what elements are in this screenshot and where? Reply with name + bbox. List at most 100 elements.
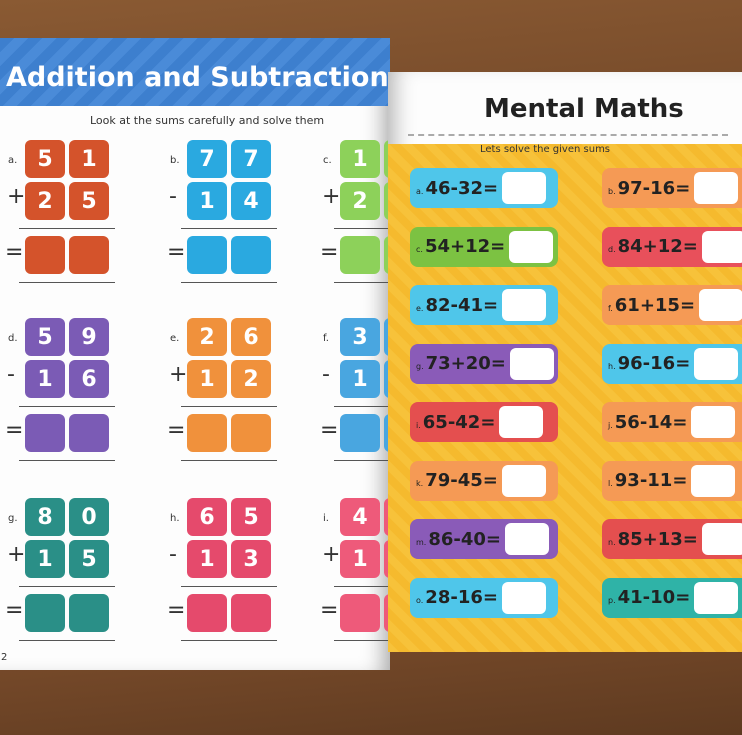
operator: +: [7, 184, 26, 209]
answer-box: [340, 414, 380, 452]
answer-box: [502, 289, 547, 321]
sum-line: [19, 228, 115, 229]
answer-box: [69, 414, 109, 452]
title: Addition and Subtraction Fu: [6, 62, 390, 93]
digit-box: 8: [25, 498, 65, 536]
digit-box: 2: [231, 360, 271, 398]
yellow-panel: Lets solve the given sums a. 46-32= b. 97-1…: [388, 144, 742, 652]
digit-box: 4: [231, 182, 271, 220]
item-label: f.: [608, 303, 613, 313]
sum-strip: e. 82-41=: [410, 285, 558, 325]
digit-box: 1: [384, 498, 390, 536]
digit-box: 1: [187, 540, 227, 578]
answer-box: [699, 289, 742, 321]
equals-sign: =: [167, 598, 186, 623]
problem-label: h.: [170, 513, 180, 524]
sum-text: 65-42=: [422, 411, 496, 433]
answer-box: [701, 523, 742, 555]
digit-box: 7: [187, 140, 227, 178]
answer-box: [340, 236, 380, 274]
equals-sign: =: [5, 598, 24, 623]
operator: -: [169, 184, 177, 209]
sum-line: [334, 228, 390, 229]
sum-line: [181, 406, 277, 407]
sum-line: [19, 406, 115, 407]
sum-line: [19, 282, 115, 283]
item-label: d.: [608, 245, 616, 254]
sum-line: [19, 640, 115, 641]
sum-strip: m. 86-40=: [410, 519, 558, 559]
sum-line: [19, 586, 115, 587]
digit-box: 3: [340, 318, 380, 356]
digit-box: 6: [69, 360, 109, 398]
answer-box: [187, 594, 227, 632]
digit-box: 5: [69, 182, 109, 220]
answer-box: [231, 236, 271, 274]
answer-box: [509, 230, 554, 263]
answer-box: [505, 523, 549, 555]
digit-box: 0: [69, 498, 109, 536]
equals-sign: =: [5, 240, 24, 265]
digit-box: 1: [187, 360, 227, 398]
sum-strip: i. 65-42=: [410, 402, 558, 442]
item-label: c.: [416, 245, 423, 254]
item-label: g.: [416, 362, 424, 371]
problem-label: i.: [323, 513, 329, 524]
digit-box: 9: [384, 318, 390, 356]
digit-box: 7: [384, 540, 390, 578]
equals-sign: =: [320, 418, 339, 443]
operator: -: [7, 362, 15, 387]
digit-box: 2: [340, 182, 380, 220]
problem-label: g.: [8, 513, 18, 524]
operator: +: [7, 542, 26, 567]
answer-box: [384, 414, 390, 452]
answer-box: [694, 172, 739, 204]
answer-box: [694, 347, 739, 380]
sum-text: 96-16=: [617, 353, 691, 374]
problem-label: e.: [170, 333, 180, 344]
answer-box: [69, 594, 109, 632]
answer-box: [694, 581, 739, 614]
sum-strip: n. 85+13=: [602, 519, 742, 559]
answer-box: [25, 414, 65, 452]
sum-line: [19, 460, 115, 461]
digit-box: 2: [384, 182, 390, 220]
sum-line: [334, 460, 390, 461]
equals-sign: =: [320, 598, 339, 623]
sum-strip: h. 96-16=: [602, 343, 742, 384]
item-label: i.: [416, 420, 421, 430]
item-label: h.: [608, 362, 616, 371]
sum-strip: j. 56-14=: [602, 402, 742, 442]
answer-box: [187, 414, 227, 452]
digit-box: 5: [25, 318, 65, 356]
sum-strip: l. 93-11=: [602, 460, 742, 501]
sum-strip: k. 79-45=: [410, 460, 558, 501]
digit-box: 5: [69, 540, 109, 578]
digit-box: 1: [340, 360, 380, 398]
item-label: a.: [416, 186, 424, 196]
sum-text: 54+12=: [424, 236, 506, 257]
sum-line: [334, 406, 390, 407]
answer-box: [502, 172, 547, 204]
sum-strip: f. 61+15=: [602, 285, 742, 325]
answer-box: [384, 594, 390, 632]
sum-text: 41-10=: [617, 587, 691, 608]
digit-box: 4: [340, 498, 380, 536]
sum-text: 97-16=: [617, 177, 691, 199]
operator: -: [322, 362, 330, 387]
sum-line: [181, 282, 277, 283]
operator: -: [169, 542, 177, 567]
item-label: p.: [608, 596, 616, 605]
sum-text: 86-40=: [428, 528, 501, 550]
answer-box: [340, 594, 380, 632]
answer-box: [691, 464, 736, 497]
title: Mental Maths: [484, 94, 684, 124]
sum-text: 56-14=: [614, 411, 688, 433]
sum-strip: o. 28-16=: [410, 577, 558, 618]
problem-label: a.: [8, 155, 18, 166]
item-label: n.: [608, 537, 616, 547]
answer-box: [501, 581, 546, 614]
item-label: o.: [416, 596, 424, 605]
operator: +: [322, 184, 341, 209]
equals-sign: =: [167, 418, 186, 443]
